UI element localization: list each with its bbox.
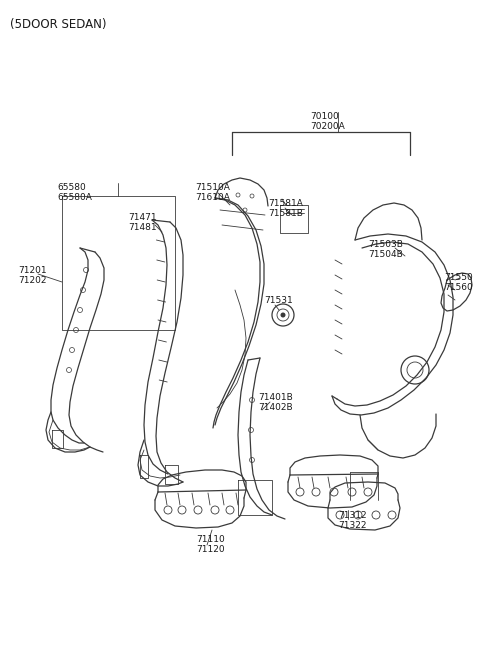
Text: 71531: 71531 [264, 296, 293, 305]
Text: 71110
71120: 71110 71120 [196, 535, 225, 554]
Text: 71503B
71504B: 71503B 71504B [368, 240, 403, 259]
Text: 71471
71481: 71471 71481 [128, 213, 156, 232]
Text: 70100
70200A: 70100 70200A [310, 112, 345, 131]
Text: 71201
71202: 71201 71202 [18, 266, 47, 285]
Text: 71510A
71610A: 71510A 71610A [195, 183, 230, 203]
Text: 71401B
71402B: 71401B 71402B [258, 393, 293, 413]
Text: (5DOOR SEDAN): (5DOOR SEDAN) [10, 18, 107, 31]
Text: 71312
71322: 71312 71322 [338, 511, 367, 531]
Text: 71581A
71581B: 71581A 71581B [268, 199, 303, 218]
Text: 65580
65580A: 65580 65580A [57, 183, 92, 203]
Text: 71550
71560: 71550 71560 [444, 273, 473, 293]
Circle shape [280, 312, 286, 318]
